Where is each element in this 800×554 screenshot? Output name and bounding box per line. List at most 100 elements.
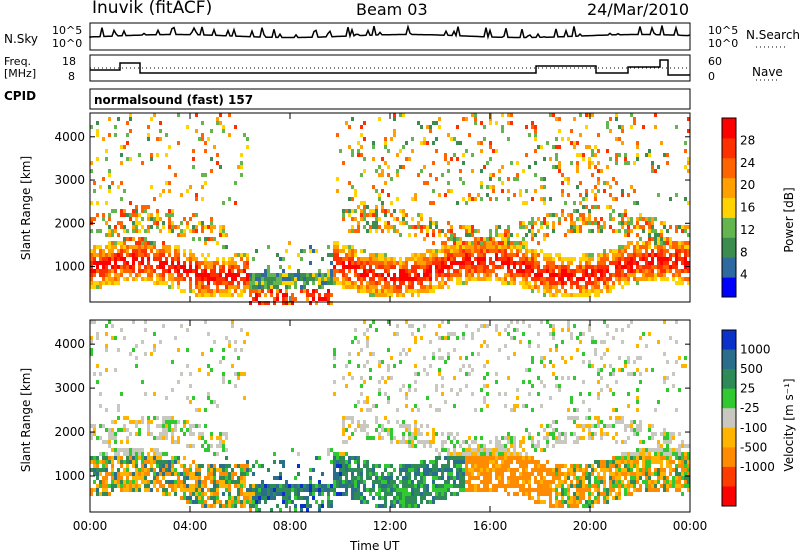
velocity-cell: [381, 480, 384, 484]
power-cell: [462, 261, 465, 265]
velocity-cell: [147, 460, 150, 464]
power-cell: [588, 161, 591, 165]
velocity-cell: [216, 436, 219, 440]
velocity-cell: [144, 468, 147, 472]
velocity-cell: [531, 496, 534, 500]
velocity-cell: [201, 488, 204, 492]
power-cell: [636, 201, 639, 205]
velocity-cell: [471, 460, 474, 464]
power-cell: [150, 185, 153, 189]
velocity-cell: [423, 356, 426, 360]
power-cell: [189, 285, 192, 289]
velocity-cell: [345, 492, 348, 496]
power-cell: [102, 253, 105, 257]
velocity-cell: [570, 504, 573, 508]
velocity-cell: [459, 488, 462, 492]
power-cell: [627, 269, 630, 273]
power-cell: [477, 245, 480, 249]
velocity-cell: [519, 444, 522, 448]
velocity-cell: [147, 420, 150, 424]
velocity-cell: [378, 436, 381, 440]
power-cell: [633, 245, 636, 249]
velocity-cell: [180, 496, 183, 500]
power-cell: [450, 257, 453, 261]
power-cell: [162, 273, 165, 277]
velocity-cell: [357, 456, 360, 460]
power-cell: [459, 261, 462, 265]
power-cell: [102, 213, 105, 217]
velocity-cell: [444, 336, 447, 340]
velocity-cell: [309, 504, 312, 508]
power-cell: [309, 301, 312, 305]
velocity-cell: [444, 440, 447, 444]
velocity-cell: [360, 424, 363, 428]
power-cell: [576, 169, 579, 173]
velocity-cell: [369, 492, 372, 496]
power-cell: [600, 265, 603, 269]
power-cell: [165, 213, 168, 217]
velocity-cell: [279, 484, 282, 488]
velocity-cell: [582, 360, 585, 364]
velocity-cell: [639, 428, 642, 432]
power-cell: [645, 277, 648, 281]
power-cell: [219, 277, 222, 281]
velocity-cell: [300, 488, 303, 492]
velocity-cell: [288, 500, 291, 504]
velocity-cell: [198, 408, 201, 412]
velocity-cell: [501, 480, 504, 484]
power-cell: [609, 225, 612, 229]
power-cell: [210, 217, 213, 221]
velocity-cell: [171, 488, 174, 492]
power-cell: [351, 229, 354, 233]
power-cell: [687, 281, 690, 285]
velocity-cell: [219, 360, 222, 364]
power-cell: [312, 249, 315, 253]
power-cell: [555, 273, 558, 277]
power-cell: [609, 277, 612, 281]
power-cell: [606, 257, 609, 261]
power-cell: [525, 153, 528, 157]
power-cell: [426, 273, 429, 277]
velocity-cell: [111, 448, 114, 452]
velocity-cell: [168, 472, 171, 476]
velocity-cell: [117, 484, 120, 488]
velocity-cell: [195, 484, 198, 488]
power-cell: [576, 285, 579, 289]
power-cell: [672, 245, 675, 249]
velocity-cell: [504, 436, 507, 440]
velocity-cell: [528, 488, 531, 492]
velocity-cell: [459, 444, 462, 448]
power-cell: [378, 197, 381, 201]
velocity-cell: [99, 392, 102, 396]
velocity-cell: [444, 464, 447, 468]
power-cell: [579, 257, 582, 261]
power-cell: [618, 137, 621, 141]
power-cell: [606, 289, 609, 293]
velocity-cell: [390, 488, 393, 492]
velocity-cell: [372, 468, 375, 472]
velocity-cell: [564, 492, 567, 496]
velocity-cell: [417, 488, 420, 492]
power-cell: [558, 169, 561, 173]
velocity-cell: [627, 324, 630, 328]
velocity-cell: [279, 508, 282, 512]
power-cell: [585, 293, 588, 297]
power-cell: [201, 281, 204, 285]
velocity-cell: [516, 484, 519, 488]
velocity-cell: [300, 496, 303, 500]
power-cell: [105, 149, 108, 153]
velocity-cell: [540, 488, 543, 492]
velocity-cell: [450, 492, 453, 496]
power-cell: [597, 281, 600, 285]
velocity-cell: [414, 336, 417, 340]
power-cell: [477, 269, 480, 273]
velocity-cell: [483, 340, 486, 344]
power-cell: [639, 257, 642, 261]
velocity-cell: [510, 456, 513, 460]
velocity-cell: [561, 328, 564, 332]
velocity-cell: [477, 464, 480, 468]
power-cell: [450, 229, 453, 233]
power-cell: [516, 249, 519, 253]
power-cell: [327, 281, 330, 285]
velocity-cell: [447, 356, 450, 360]
